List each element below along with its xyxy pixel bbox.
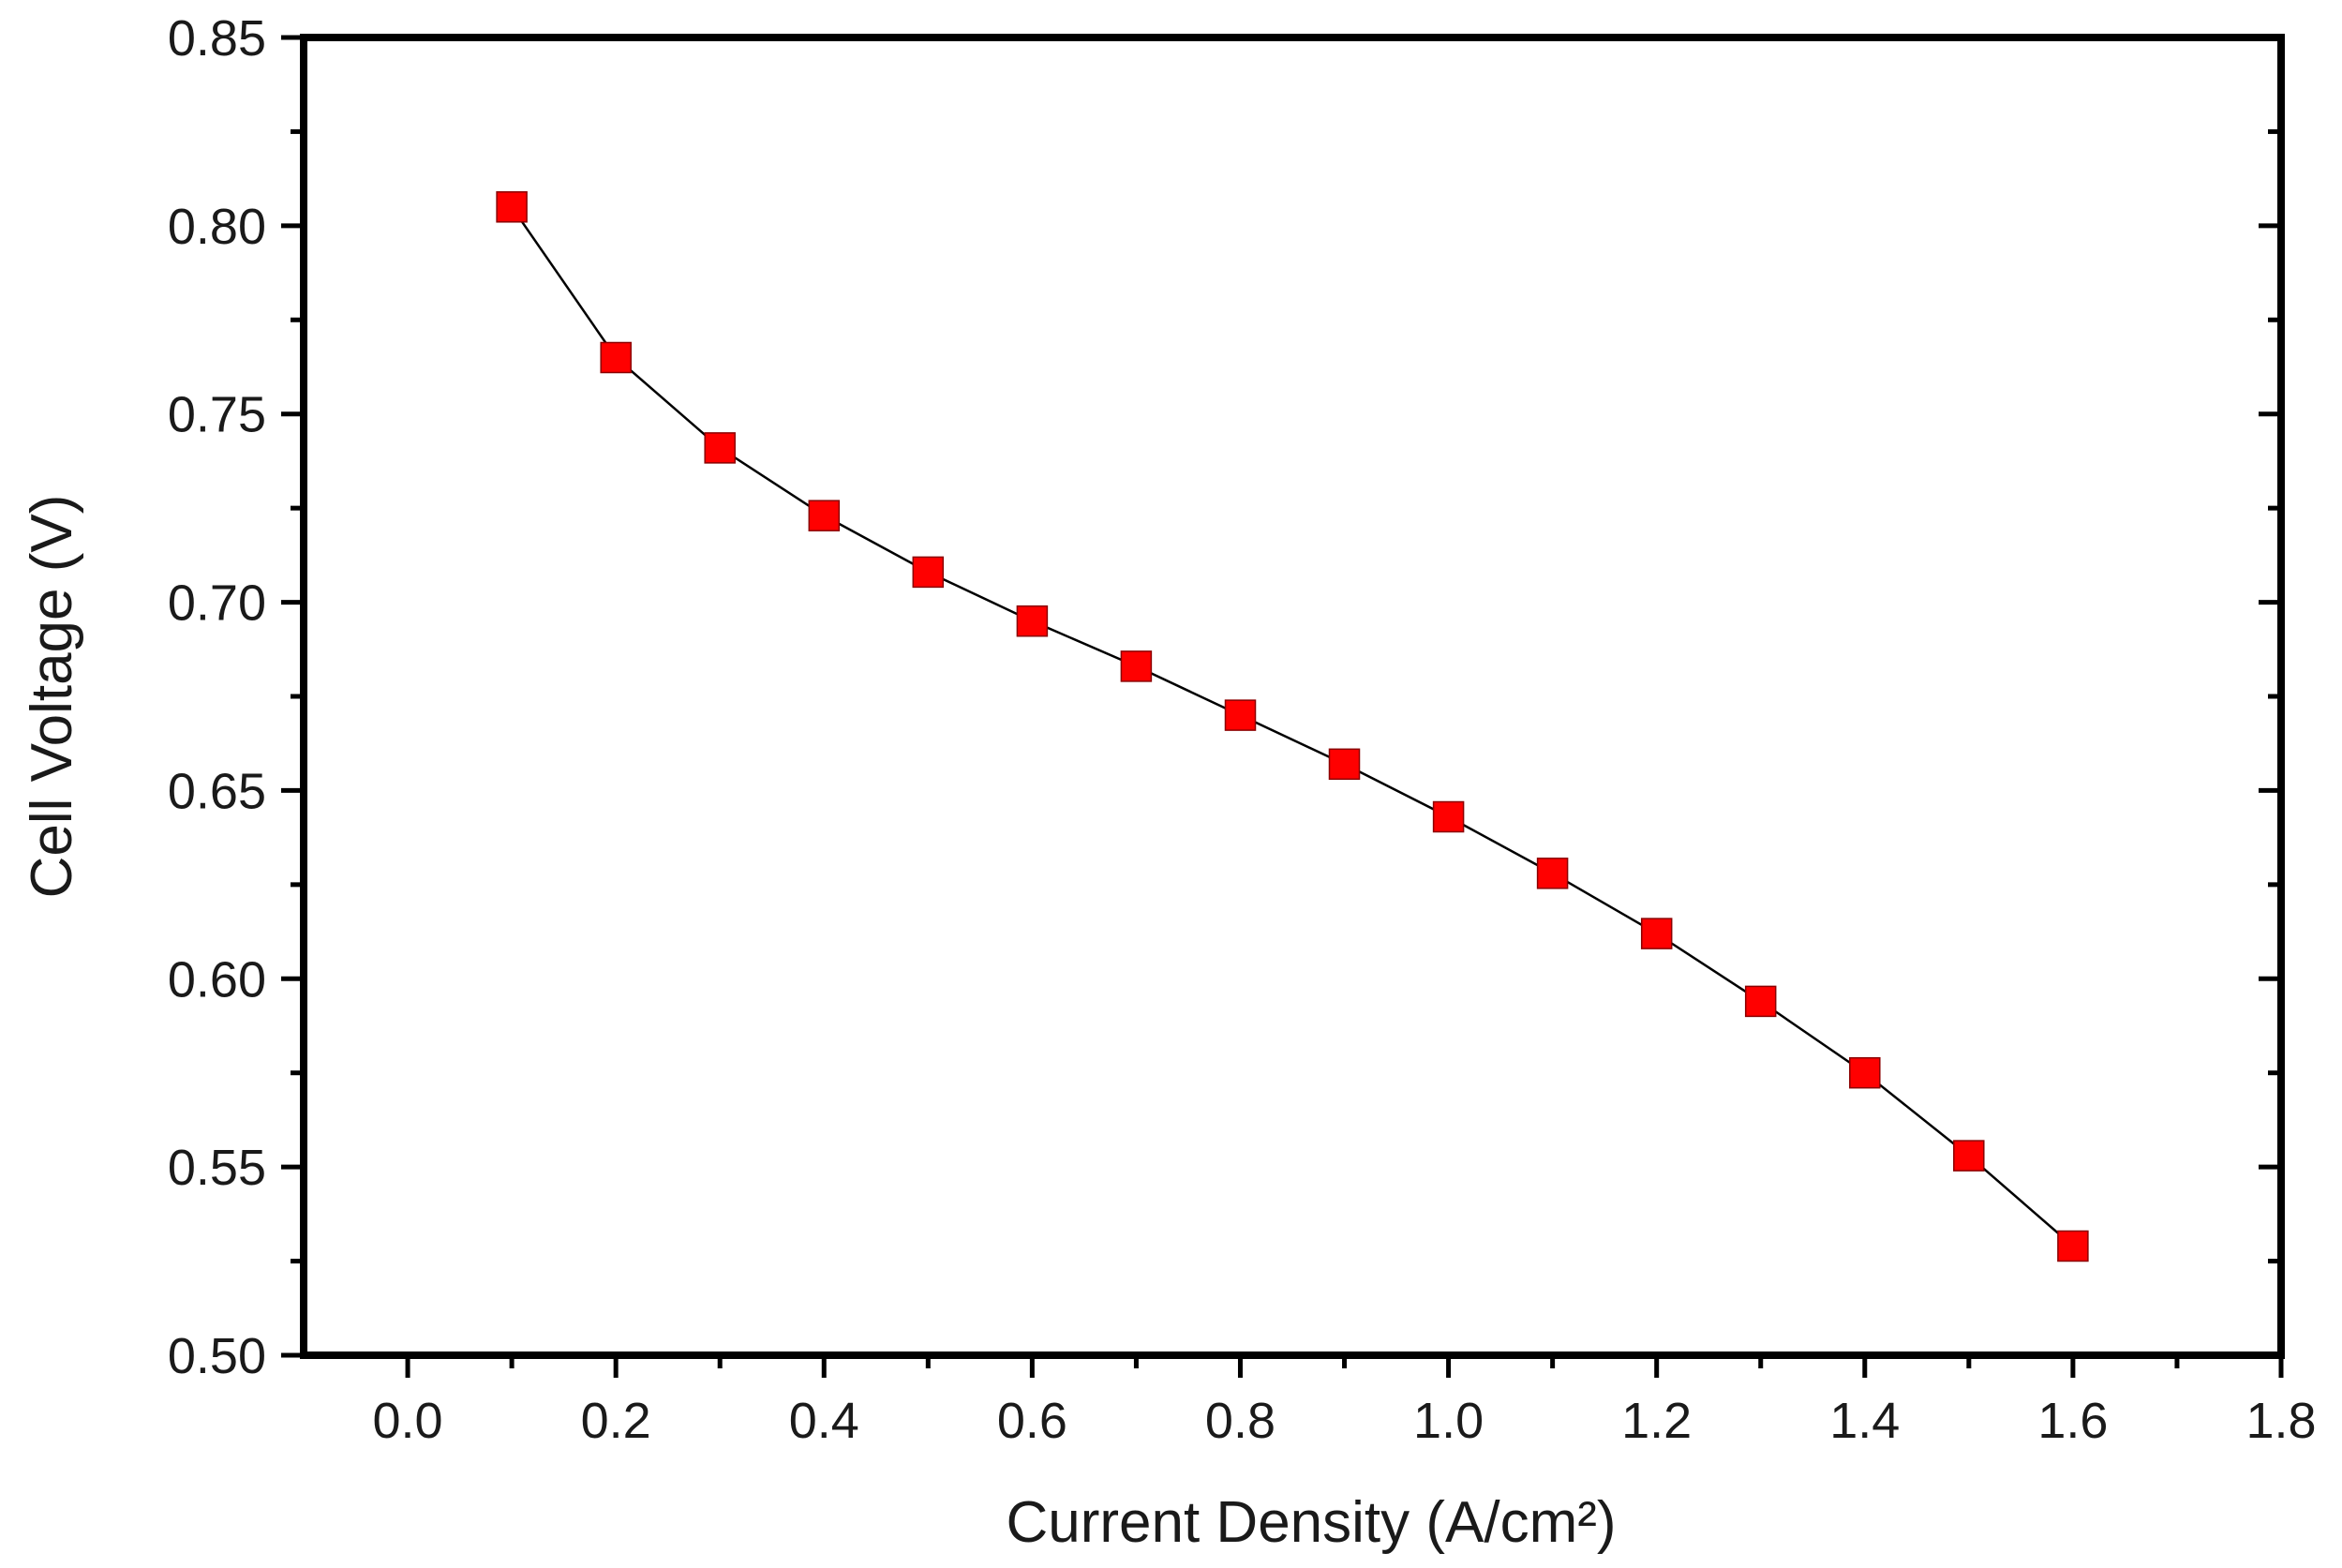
series-line [511,206,2074,1247]
series-marker-group [496,191,2089,1262]
data-point-marker [2057,1230,2089,1262]
y-axis-title: Cell Voltage (V) [20,495,84,899]
data-point-marker [1016,605,1049,637]
y-tick-label: 0.50 [168,1328,266,1384]
data-point-marker [1120,650,1153,682]
data-point-marker [1328,748,1361,781]
data-point-marker [1432,800,1465,833]
data-point-marker [1744,985,1777,1018]
axis-ticks [281,35,2284,1378]
x-tick-label: 1.6 [2037,1393,2108,1449]
x-tick-label: 1.0 [1413,1393,1484,1449]
y-tick-label: 0.70 [168,575,266,632]
x-tick-label: 0.8 [1205,1393,1275,1449]
x-tick-label: 1.2 [1621,1393,1692,1449]
data-point-marker [600,341,632,374]
y-tick-label: 0.65 [168,763,266,819]
x-tick-label: 1.8 [2245,1393,2316,1449]
y-tick-label: 0.85 [168,10,266,67]
data-point-marker [496,191,528,223]
y-tick-labels: 0.50 0.55 0.60 0.65 0.70 0.75 0.80 0.85 [168,10,266,1384]
data-point-marker [1849,1056,1881,1089]
y-tick-label: 0.60 [168,951,266,1008]
data-point-marker [704,432,736,464]
data-point-marker [1224,699,1257,731]
x-tick-label: 0.0 [373,1393,443,1449]
y-tick-label: 0.55 [168,1140,266,1196]
y-tick-label: 0.80 [168,199,266,255]
data-point-marker [1536,858,1569,889]
data-point-marker [912,556,945,589]
data-point-marker [1953,1140,1985,1172]
x-axis-title: Current Density (A/cm²) [1006,1490,1616,1555]
plot-frame [300,34,2285,1359]
x-tick-label: 0.2 [581,1393,651,1449]
x-tick-label: 0.6 [997,1393,1067,1449]
series-line-group [511,206,2074,1247]
x-tick-label: 1.4 [1829,1393,1900,1449]
data-point-marker [1640,918,1673,949]
data-point-marker [808,500,841,531]
x-tick-labels: 0.0 0.2 0.4 0.6 0.8 1.0 1.2 1.4 1.6 1.8 [373,1393,2317,1449]
y-tick-label: 0.75 [168,387,266,443]
x-tick-label: 0.4 [789,1393,859,1449]
